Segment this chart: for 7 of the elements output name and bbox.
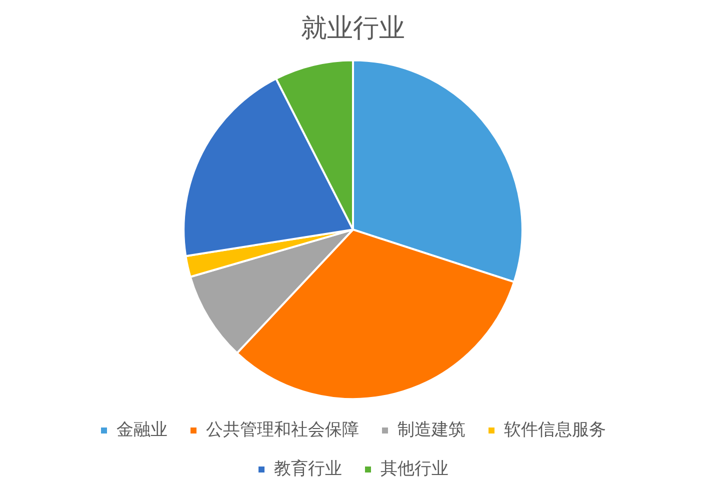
legend-label: 金融业 [116, 420, 168, 440]
legend-label: 公共管理和社会保障 [206, 420, 359, 440]
chart-title: 就业行业 [301, 13, 405, 44]
legend-label: 制造建筑 [398, 420, 466, 440]
legend-label: 教育行业 [274, 458, 342, 479]
legend-label: 软件信息服务 [504, 420, 606, 440]
legend-label: 其他行业 [380, 458, 448, 479]
